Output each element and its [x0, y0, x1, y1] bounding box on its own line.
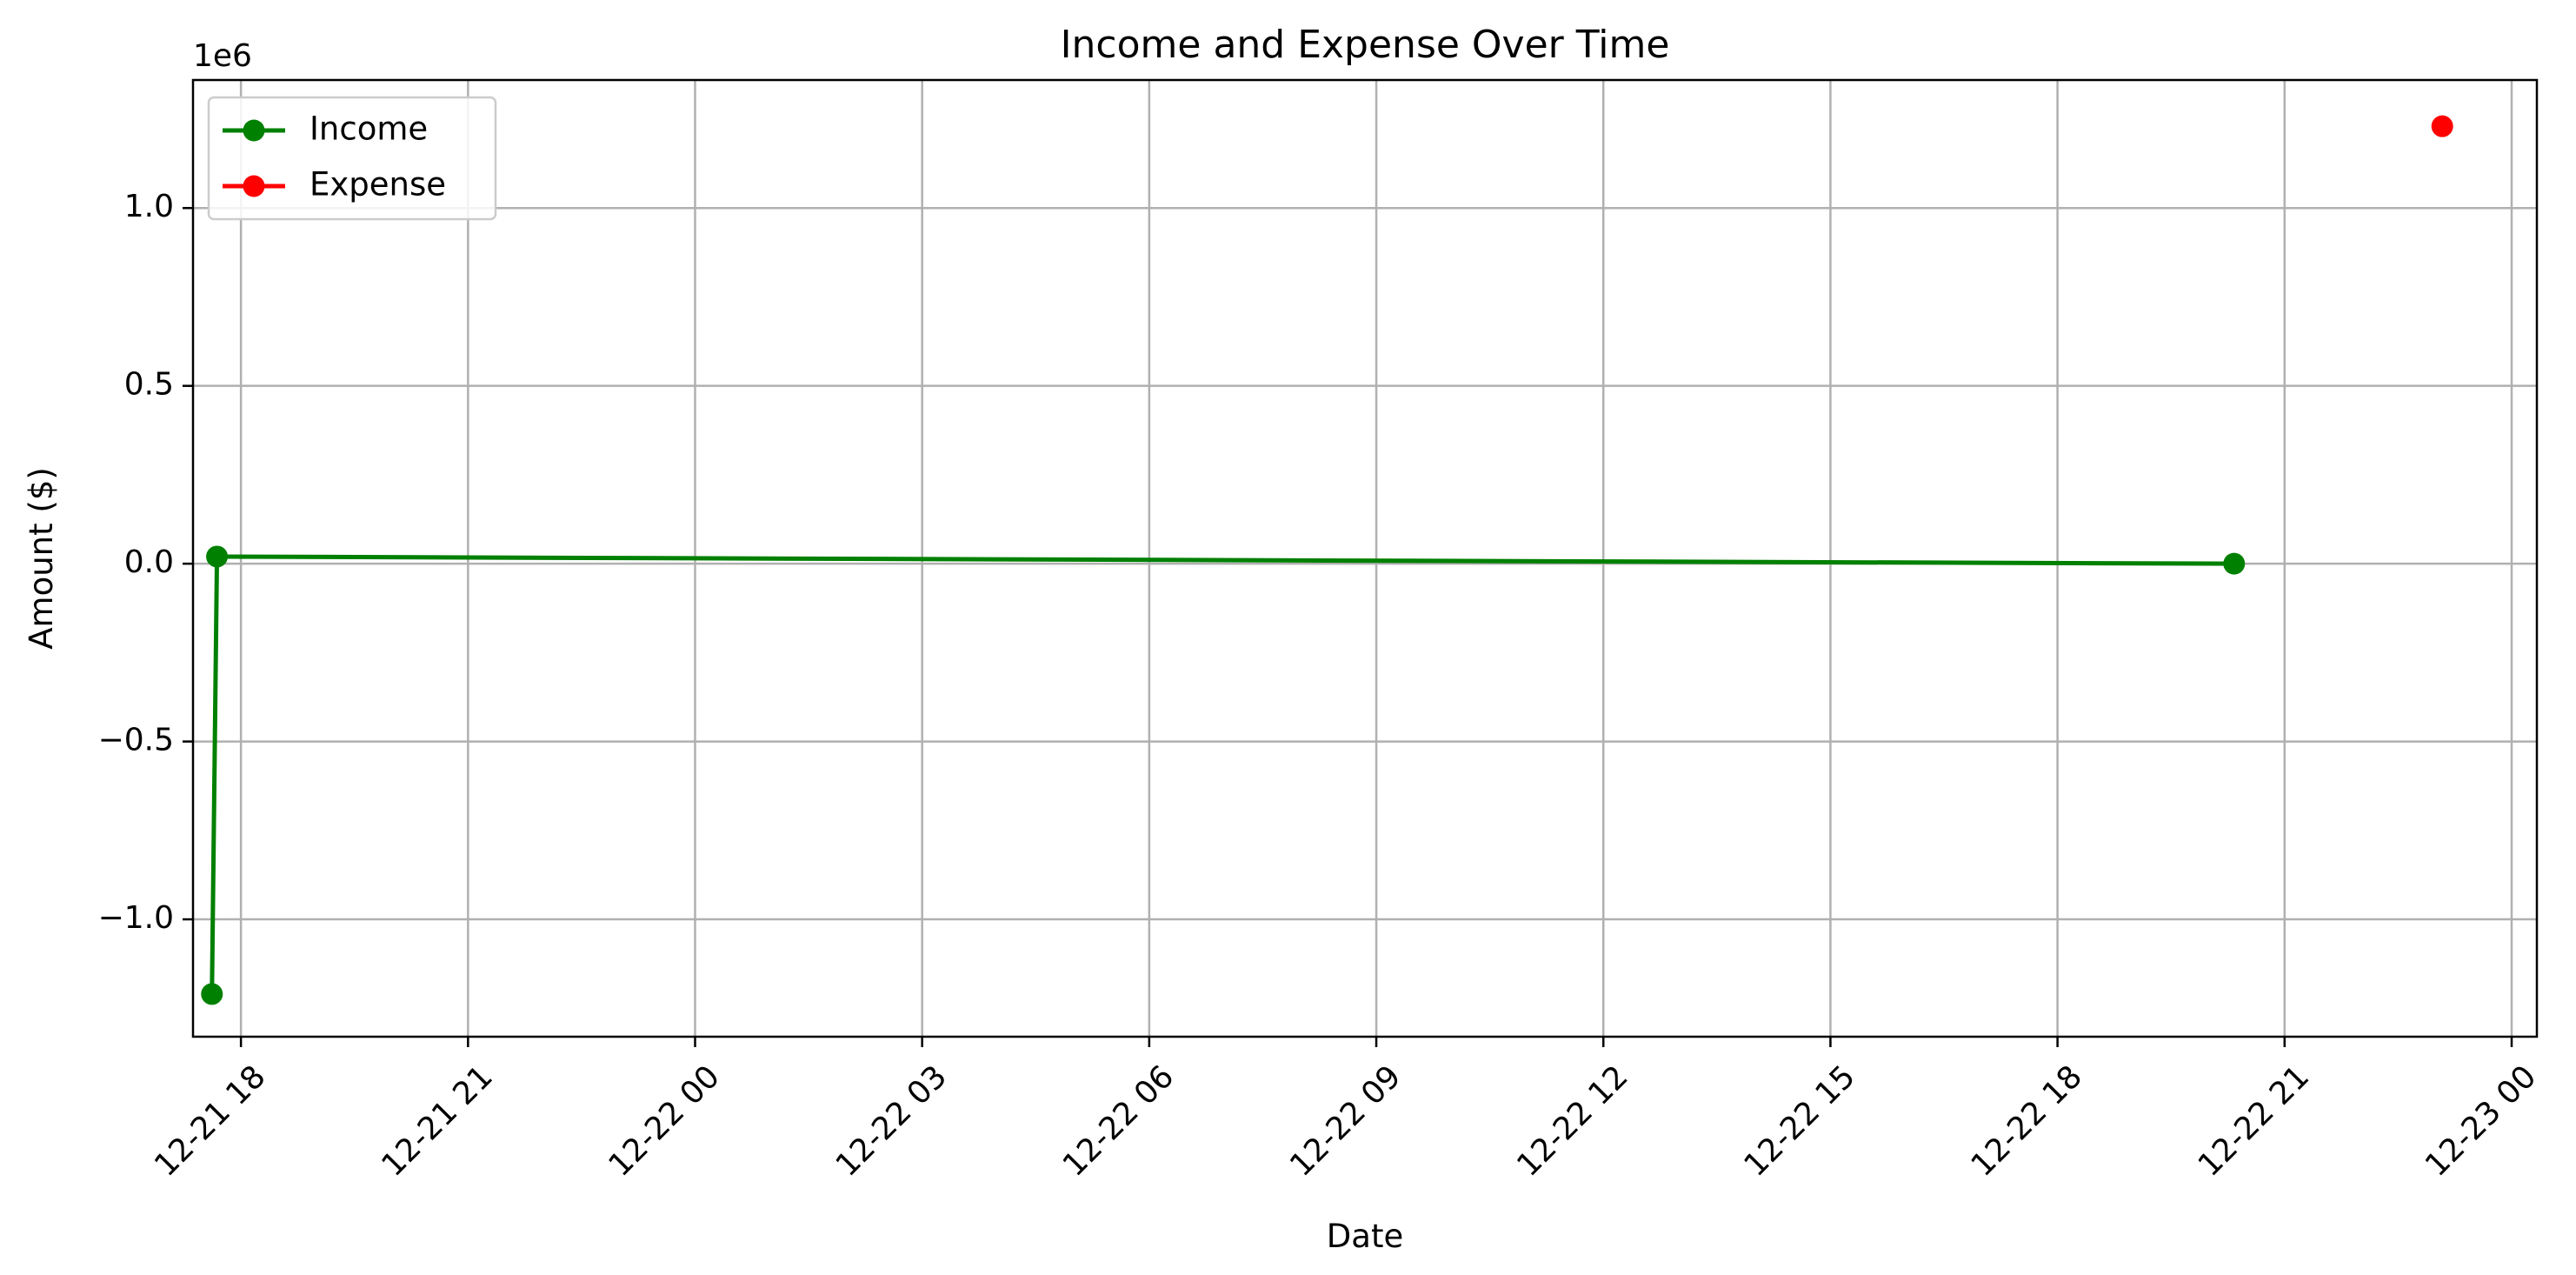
income-data-point [206, 545, 229, 568]
legend-box [207, 96, 497, 221]
grid [193, 80, 2537, 1037]
income-data-point [2223, 552, 2246, 575]
plot-area [201, 115, 2453, 1005]
axes-frame [191, 78, 2539, 1038]
y-axis-label: Amount ($) [23, 467, 60, 650]
x-axis-label: Date [1327, 1218, 1403, 1255]
y-tick-label: −0.5 [98, 723, 174, 758]
legend-income-marker [243, 119, 265, 142]
y-axis: −1.0 −0.5 0.0 0.5 1.0 [98, 189, 193, 936]
legend-expense-marker [243, 175, 265, 197]
y-tick-label: 0.0 [124, 544, 174, 580]
legend: Income Expense [207, 96, 497, 221]
income-data-point [201, 983, 223, 1005]
chart-title: Income and Expense Over Time [1061, 23, 1670, 67]
legend-expense-label: Expense [310, 166, 446, 204]
y-tick-label: 1.0 [124, 189, 174, 224]
y-tick-label: −1.0 [98, 900, 174, 936]
expense-data-point [2431, 115, 2453, 137]
y-tick-label: 0.5 [124, 367, 174, 403]
y-offset-label: 1e6 [193, 38, 252, 74]
legend-income-label: Income [310, 110, 428, 148]
